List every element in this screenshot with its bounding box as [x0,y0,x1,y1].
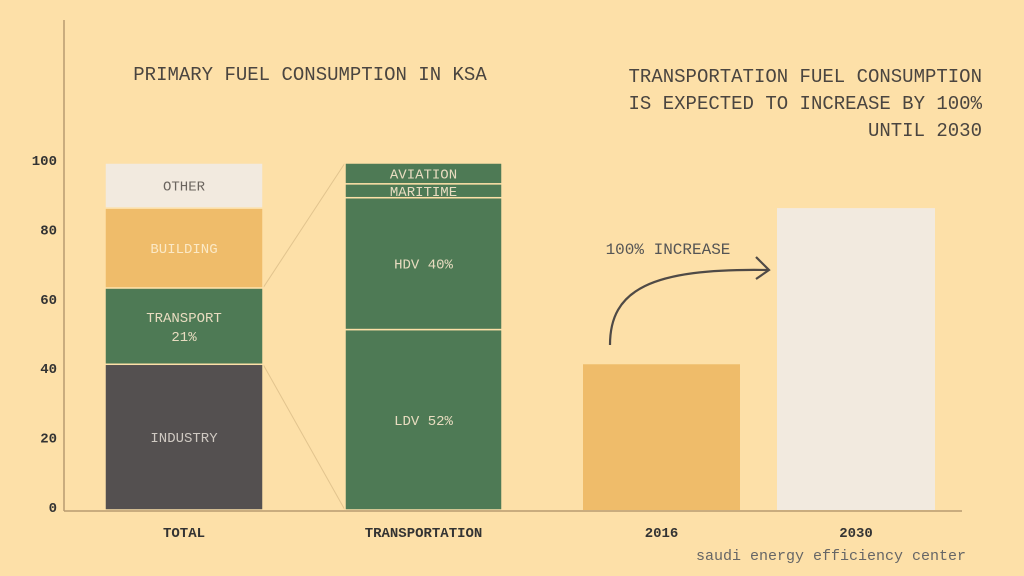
segment-label-aviation: AVIATION [390,167,457,183]
segment-label-industry: INDUSTRY [150,431,218,447]
x-category-label: TOTAL [163,526,205,542]
connector-line-top [262,162,346,289]
y-tick-label: 60 [40,293,57,309]
segment-hdv [344,196,503,331]
segment-label-other: OTHER [163,180,206,196]
subtitle-line-2: IS EXPECTED TO INCREASE BY 100% [629,93,983,115]
segment-label-building: BUILDING [150,242,217,258]
y-tick-label: 100 [32,154,57,170]
y-tick-label: 20 [40,432,57,448]
subtitle-line-3: UNTIL 2030 [868,120,982,142]
y-tick-label: 80 [40,223,57,239]
segment-transport [104,287,264,366]
bar-2030 [777,208,935,511]
y-tick-label: 0 [49,501,57,517]
segment-ldv [344,328,503,511]
x-category-label: 2016 [645,526,679,542]
segment-label-maritime: MARITIME [390,185,457,201]
segment-label-hdv: HDV 40% [394,258,453,274]
segment-label-transport: 21% [171,330,197,346]
chart-title: PRIMARY FUEL CONSUMPTION IN KSA [133,64,487,86]
segment-label-ldv: LDV 52% [394,414,453,430]
x-category-label: 2030 [839,526,873,542]
credit-text: saudi energy efficiency center [696,548,966,565]
segment-industry [104,363,264,511]
x-category-label: TRANSPORTATION [365,526,483,542]
connector-line-bottom [262,364,346,511]
increase-arrow-icon [608,256,771,346]
subtitle-line-1: TRANSPORTATION FUEL CONSUMPTION [629,66,982,88]
bar-2016 [583,364,740,510]
segment-label-transport: TRANSPORT [146,311,222,327]
segment-other [104,162,264,209]
segment-aviation [344,162,503,185]
increase-annotation: 100% INCREASE [606,241,731,259]
y-tick-label: 40 [40,362,57,378]
